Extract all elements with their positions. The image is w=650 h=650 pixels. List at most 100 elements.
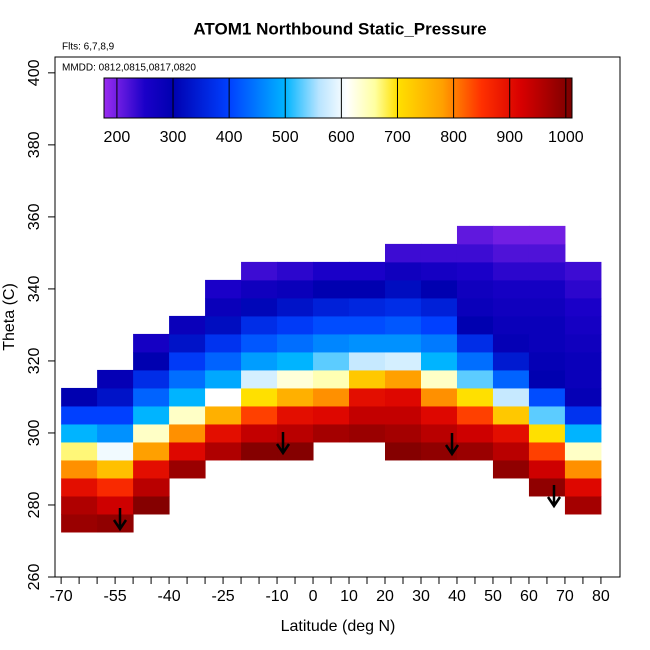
colorbar-tick-label: 400 — [216, 129, 243, 146]
heat-cell — [492, 243, 530, 263]
heat-cell — [564, 387, 602, 407]
heat-cell — [133, 441, 170, 461]
heat-cell — [133, 459, 170, 479]
heat-cell — [349, 351, 386, 371]
heat-cell — [528, 477, 566, 497]
heat-cell — [528, 333, 566, 353]
heat-cell — [205, 333, 242, 353]
heat-cell — [420, 423, 458, 443]
x-tick-label: 80 — [592, 588, 610, 605]
heat-cell — [313, 423, 350, 443]
heat-cell — [133, 387, 170, 407]
heat-cell — [492, 459, 530, 479]
heat-cell — [277, 315, 314, 335]
x-tick-label: -70 — [50, 588, 73, 605]
heat-cell — [492, 369, 530, 389]
heat-cell — [385, 297, 422, 317]
heat-cell — [456, 441, 494, 461]
heat-cell — [564, 297, 602, 317]
arrow — [444, 433, 460, 457]
heat-cell — [61, 477, 98, 497]
heat-cell — [205, 441, 242, 461]
x-tick-label: 30 — [412, 588, 430, 605]
heat-cell — [61, 459, 98, 479]
heat-cell — [349, 423, 386, 443]
colorbar-tick-label: 600 — [328, 129, 355, 146]
heat-cell — [564, 261, 602, 281]
heat-cell — [420, 243, 458, 263]
heatmap — [61, 225, 602, 533]
colorbar — [103, 77, 573, 119]
heat-cell — [492, 225, 530, 245]
heat-cell — [456, 225, 494, 245]
heat-cell — [241, 441, 278, 461]
heat-cell — [528, 315, 566, 335]
heat-cell — [277, 405, 314, 425]
heat-cell — [205, 423, 242, 443]
heat-cell — [205, 387, 242, 407]
heat-cell — [528, 351, 566, 371]
heat-cell — [385, 351, 422, 371]
heat-cell — [420, 405, 458, 425]
heat-cell — [420, 387, 458, 407]
heat-cell — [241, 369, 278, 389]
heat-cell — [349, 261, 386, 281]
heat-cell — [492, 405, 530, 425]
colorbar-tick-label: 500 — [272, 129, 299, 146]
heat-cell — [277, 423, 314, 443]
heat-cell — [241, 423, 278, 443]
heat-cell — [169, 423, 206, 443]
heat-cell — [420, 315, 458, 335]
heat-cell — [492, 261, 530, 281]
heat-cell — [169, 351, 206, 371]
heat-cell — [528, 441, 566, 461]
heat-cell — [528, 423, 566, 443]
heat-cell — [456, 315, 494, 335]
heat-cell — [133, 369, 170, 389]
colorbar-tick-label: 900 — [496, 129, 523, 146]
heat-cell — [349, 297, 386, 317]
heat-cell — [277, 279, 314, 299]
heat-cell — [528, 459, 566, 479]
heat-cell — [205, 351, 242, 371]
heat-cell — [385, 441, 422, 461]
heat-cell — [349, 369, 386, 389]
heat-cell — [420, 279, 458, 299]
colorbar-tick-label: 200 — [104, 129, 131, 146]
heat-cell — [385, 387, 422, 407]
y-tick-label: 260 — [26, 564, 43, 591]
heat-cell — [564, 279, 602, 299]
arrow — [275, 432, 291, 456]
heat-cell — [313, 387, 350, 407]
heat-cell — [492, 423, 530, 443]
heat-cell — [564, 459, 602, 479]
heat-cell — [205, 297, 242, 317]
x-tick-label: 60 — [520, 588, 538, 605]
heat-cell — [241, 405, 278, 425]
y-tick-label: 280 — [26, 492, 43, 519]
x-tick-label: 0 — [309, 588, 318, 605]
heat-cell — [277, 387, 314, 407]
heat-cell — [241, 297, 278, 317]
heat-cell — [277, 297, 314, 317]
heat-cell — [241, 279, 278, 299]
colorbar-tick-label: 800 — [440, 129, 467, 146]
colorbar-tick-label: 300 — [160, 129, 187, 146]
heat-cell — [205, 315, 242, 335]
x-tick-label: 40 — [448, 588, 466, 605]
heat-cell — [456, 333, 494, 353]
arrow — [546, 485, 562, 509]
heat-cell — [385, 315, 422, 335]
heat-cell — [169, 459, 206, 479]
heat-cell — [313, 279, 350, 299]
heat-cell — [133, 405, 170, 425]
heat-cell — [97, 387, 134, 407]
heat-cell — [169, 387, 206, 407]
heat-cell — [492, 333, 530, 353]
heat-cell — [349, 387, 386, 407]
heat-cell — [492, 315, 530, 335]
heat-cell — [241, 333, 278, 353]
x-tick-label: 10 — [340, 588, 358, 605]
heat-cell — [492, 297, 530, 317]
heat-cell — [456, 297, 494, 317]
